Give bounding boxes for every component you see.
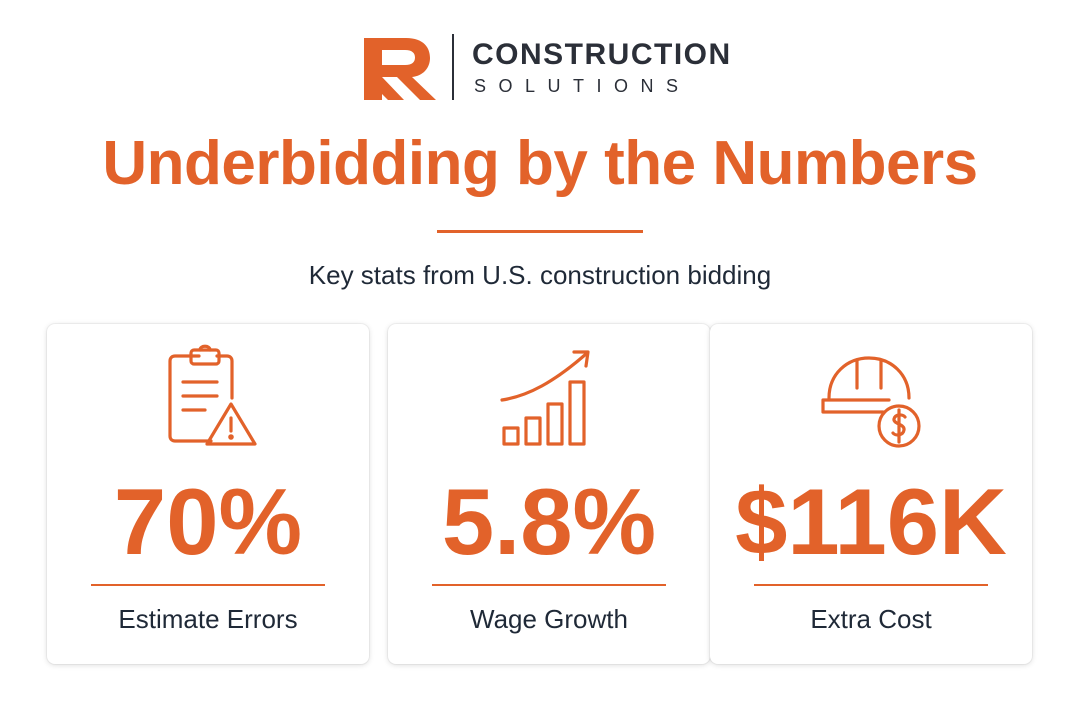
stat-card-estimate-errors: 70% Estimate Errors	[47, 324, 369, 664]
page-subtitle: Key stats from U.S. construction bidding	[308, 260, 772, 290]
stat-label: Extra Cost	[810, 604, 932, 634]
logo-divider	[452, 34, 454, 100]
stat-value: 5.8%	[441, 469, 657, 574]
logo-mark-icon	[364, 38, 436, 100]
card-icon-wrap	[710, 342, 1032, 462]
stat-value: $116K	[735, 469, 1007, 574]
stat-card-wage-growth: 5.8% Wage Growth	[388, 324, 710, 664]
stat-divider	[432, 584, 666, 586]
stat-divider	[754, 584, 988, 586]
stat-card-extra-cost: $116K Extra Cost	[710, 324, 1032, 664]
hardhat-dollar-icon	[821, 356, 921, 448]
brand-logo: CONSTRUCTION SOLUTIONS	[360, 30, 730, 106]
stat-label: Wage Growth	[470, 604, 628, 634]
card-icon-wrap	[388, 342, 710, 462]
stat-value: 70%	[113, 469, 303, 574]
growth-chart-icon	[500, 350, 590, 446]
clipboard-warning-icon	[168, 344, 257, 446]
card-icon-wrap	[47, 342, 369, 462]
brand-name-line2: SOLUTIONS	[474, 76, 691, 96]
page-title: Underbidding by the Numbers	[102, 129, 978, 198]
brand-name-line1: CONSTRUCTION	[472, 38, 732, 71]
stat-divider	[91, 584, 325, 586]
stat-label: Estimate Errors	[118, 604, 298, 634]
title-underline	[437, 230, 643, 233]
